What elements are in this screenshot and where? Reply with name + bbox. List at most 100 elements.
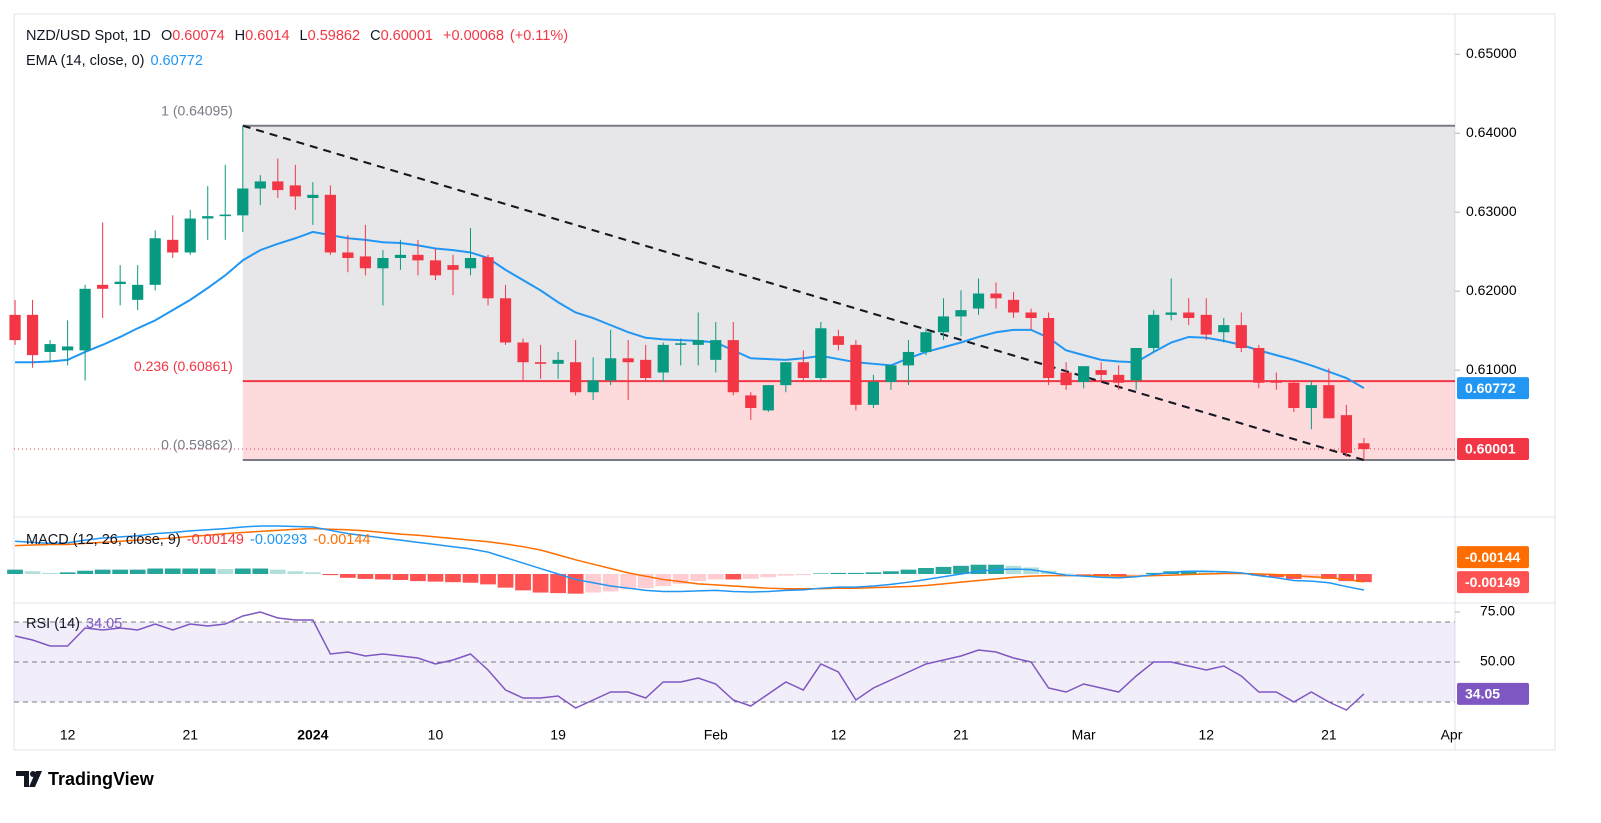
legend-letter: H [234,28,246,44]
candle-body [1200,314,1212,335]
x-tick-label: 21 [953,727,969,743]
macd-hist-bar [1128,573,1145,575]
candle-body [184,218,196,253]
x-tick-label: 12 [1198,727,1214,743]
macd-hist-bar [672,573,689,584]
macd-hist-bar [865,572,882,574]
macd-hist-bar [725,573,742,580]
macd-hist-bar [427,573,444,582]
macd-legend: MACD (12, 26, close, 9) -0.00149 -0.00293-… [26,532,376,548]
macd-hist-bar [1198,571,1215,574]
candle-body [692,340,704,345]
macd-signal-value: -0.00144 [313,532,371,548]
macd-hist-bar [199,568,216,574]
macd-hist-bar [322,573,339,576]
macd-hist-bar [375,573,391,580]
candle-body [412,254,424,261]
macd-hist-bar [1268,573,1285,578]
candle-body [482,257,494,299]
candle-body [79,288,91,351]
macd-signal-box [1457,546,1529,569]
macd-hist-bar [1145,572,1162,574]
macd-hist-bar [182,568,199,574]
macd-hist-bar [462,573,479,583]
candle-body [552,359,564,364]
macd-hist-bar [777,573,794,576]
x-tick-label: Mar [1072,727,1096,743]
macd-hist-bar [112,569,129,574]
macd-hist-bar [234,568,251,574]
macd-hist-bar [1075,573,1092,575]
macd-hist-bar [7,569,23,574]
candle-body [1218,325,1230,333]
x-tick-label: 19 [550,727,566,743]
macd-hist-bar [690,573,707,582]
candle-body [1060,372,1072,386]
macd-hist-bar [410,573,426,582]
candle-body [307,194,319,198]
candle-body [867,381,880,405]
y-tick-label: 0.64000 [1466,124,1517,140]
candle-body [1358,443,1370,450]
close-label: 0.60001 [1465,441,1516,457]
fib-band [242,381,1455,460]
macd-hist-bar [252,568,269,574]
candle-body [885,365,897,382]
candle-body [61,346,74,351]
macd-hist-bar [357,573,374,579]
fib-label: 0.236 (0.60861) [134,358,233,374]
candle-body [710,340,722,360]
macd-hist-bar [812,573,829,574]
candle-body [464,257,477,269]
x-tick-label: 21 [1321,727,1337,743]
fib-label: 0 (0.59862) [161,437,233,453]
macd-hist-bar [953,565,969,574]
candle-body [359,256,372,269]
macd-hist-bar [848,572,864,574]
y-tick-label: 0.61000 [1466,361,1517,377]
legend-value: 0.60001 [380,28,433,44]
macd-value: -0.00293 [249,532,308,548]
candle-body [149,238,161,285]
macd-hist-bar [515,573,531,591]
macd-name: MACD (12, 26, close, 9) [26,532,181,548]
macd-hist-bar [1180,570,1197,574]
legend-value: 0.60074 [172,28,225,44]
macd-hist-bar [760,573,777,578]
macd-hist-bar [742,573,759,579]
candle-body [237,188,249,216]
macd-hist-bar [392,573,409,580]
candle-body [167,239,179,253]
candle-body [972,293,985,309]
x-tick-label: Apr [1441,727,1463,743]
candle-body [517,342,529,363]
macd-signal-label: -0.00144 [1465,549,1520,565]
macd-hist-bar [217,569,234,574]
macd-hist-bar [129,569,146,574]
candle-body [272,181,284,191]
macd-hist-bar [1058,573,1074,574]
x-tick-label: 2024 [297,727,328,743]
rsi-name: RSI (14) [26,616,80,632]
x-tick-label: 12 [60,727,76,743]
candle-body [1288,382,1300,409]
macd-hist-bar [970,564,987,574]
x-tick-label: 21 [182,727,198,743]
candle-body [850,344,862,405]
candle-body [1113,374,1125,383]
y-tick-label: 75.00 [1480,603,1515,619]
candle-body [377,257,389,269]
macd-hist-bar [77,570,94,574]
candle-body [937,316,950,333]
ema-legend: EMA (14, close, 0) 0.60772 [26,53,209,69]
legend-change: +0.00068 [443,28,504,44]
legend-change-pct: (+0.11%) [509,28,569,44]
macd-hist-bar [287,571,304,574]
close-box [1457,438,1529,461]
frame [13,13,1556,751]
macd-hist-bar [340,573,356,578]
candle-body [499,298,512,343]
rsi-line [14,611,1365,711]
candle-body [902,351,915,366]
